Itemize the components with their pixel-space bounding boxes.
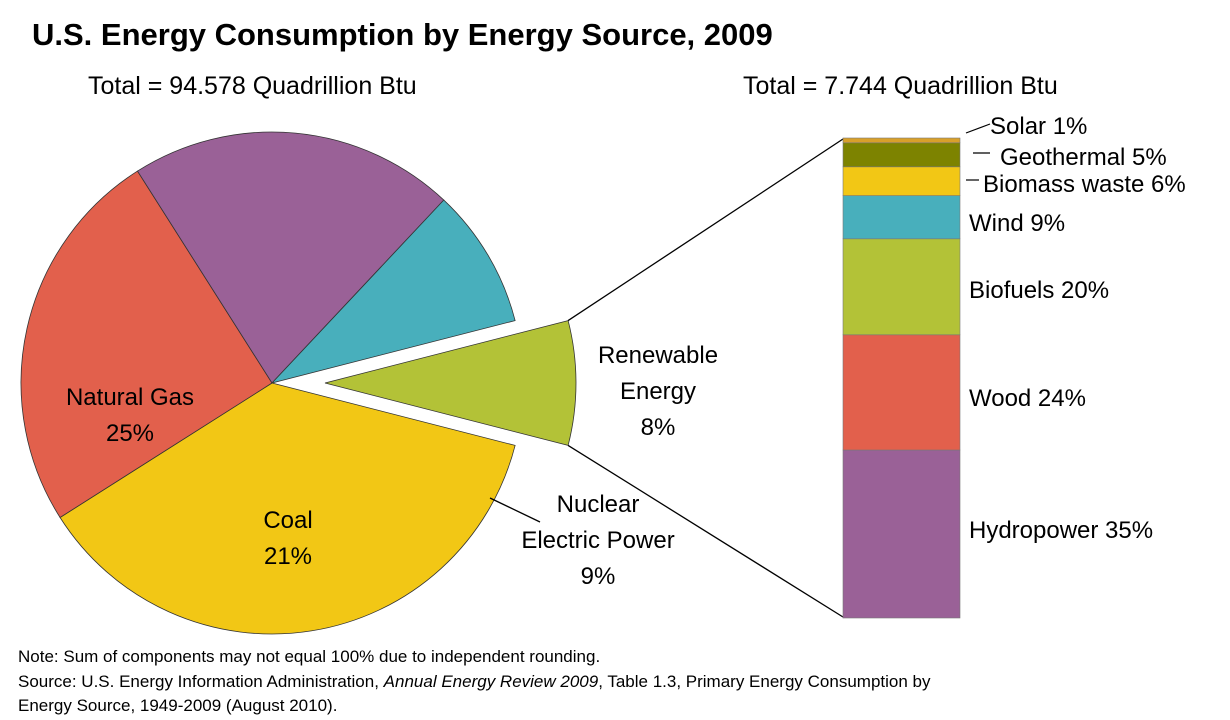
pie-label-line: 9% [581, 563, 616, 590]
pie-label-line: Renewable [598, 342, 718, 369]
bar-segment-solar [842, 137, 961, 144]
pie-label-nuclear: Nuclear Electric Power 9% [521, 491, 674, 590]
bar-label-hydropower: Hydropower 35% [969, 517, 1153, 544]
pie-slice-coal [136, 131, 445, 384]
bar-label-wind: Wind 9% [969, 210, 1065, 237]
bar-label-biomass: Biomass waste 6% [983, 171, 1186, 198]
pie-label-coal: Coal 21% [263, 507, 312, 570]
nuclear-leader-line [489, 497, 541, 523]
bar-label-geothermal: Geothermal 5% [1000, 144, 1167, 171]
connector-line-top [567, 138, 844, 322]
bar-label-wood: Wood 24% [969, 385, 1086, 412]
bar-segment-biofuels [842, 238, 961, 336]
bar-segment-wood [842, 334, 961, 451]
pie-label-line: 8% [641, 414, 676, 441]
note-text: Note: Sum of components may not equal 10… [18, 647, 600, 666]
stacked-bar: Hydropower 35% Wood 24% Biofuels 20% Wind 9… [842, 113, 1186, 619]
pie-label-line: 25% [106, 420, 154, 447]
source-text-line2: Energy Source, 1949-2009 (August 2010). [18, 696, 337, 715]
pie-slice-nuclear [270, 199, 516, 384]
pie-label-line: 21% [264, 543, 312, 570]
pie-subtitle: Total = 94.578 Quadrillion Btu [88, 72, 417, 100]
pie-slice-renewable [324, 320, 577, 446]
chart-title: U.S. Energy Consumption by Energy Source… [32, 17, 773, 52]
bar-segment-biomass [842, 166, 961, 196]
connector-line-bottom [567, 444, 844, 618]
bar-segment-hydropower [842, 449, 961, 619]
pie-label-line: Energy [620, 378, 696, 405]
pie-label-line: Natural Gas [66, 384, 194, 411]
bar-label-biofuels: Biofuels 20% [969, 277, 1109, 304]
bar-label-solar: Solar 1% [990, 113, 1087, 140]
source-text: Source: U.S. Energy Information Administ… [18, 672, 931, 691]
pie-label-line: Nuclear [557, 491, 640, 518]
pie-label-line: Coal [263, 507, 312, 534]
pie: Petroleum37%Natural Gas25%Coal21%Nuclear… [20, 131, 844, 635]
pie-label-natural-gas: Natural Gas 25% [66, 384, 194, 447]
bar-segment-wind [842, 195, 961, 240]
solar-leader-line [965, 123, 991, 134]
pie-label-line: Electric Power [521, 527, 674, 554]
bar-subtitle: Total = 7.744 Quadrillion Btu [743, 72, 1058, 100]
pie-slice-natural-gas [20, 170, 273, 519]
bar-segment-geothermal [842, 142, 961, 168]
pie-label-renewable: Renewable Energy 8% [598, 342, 718, 441]
